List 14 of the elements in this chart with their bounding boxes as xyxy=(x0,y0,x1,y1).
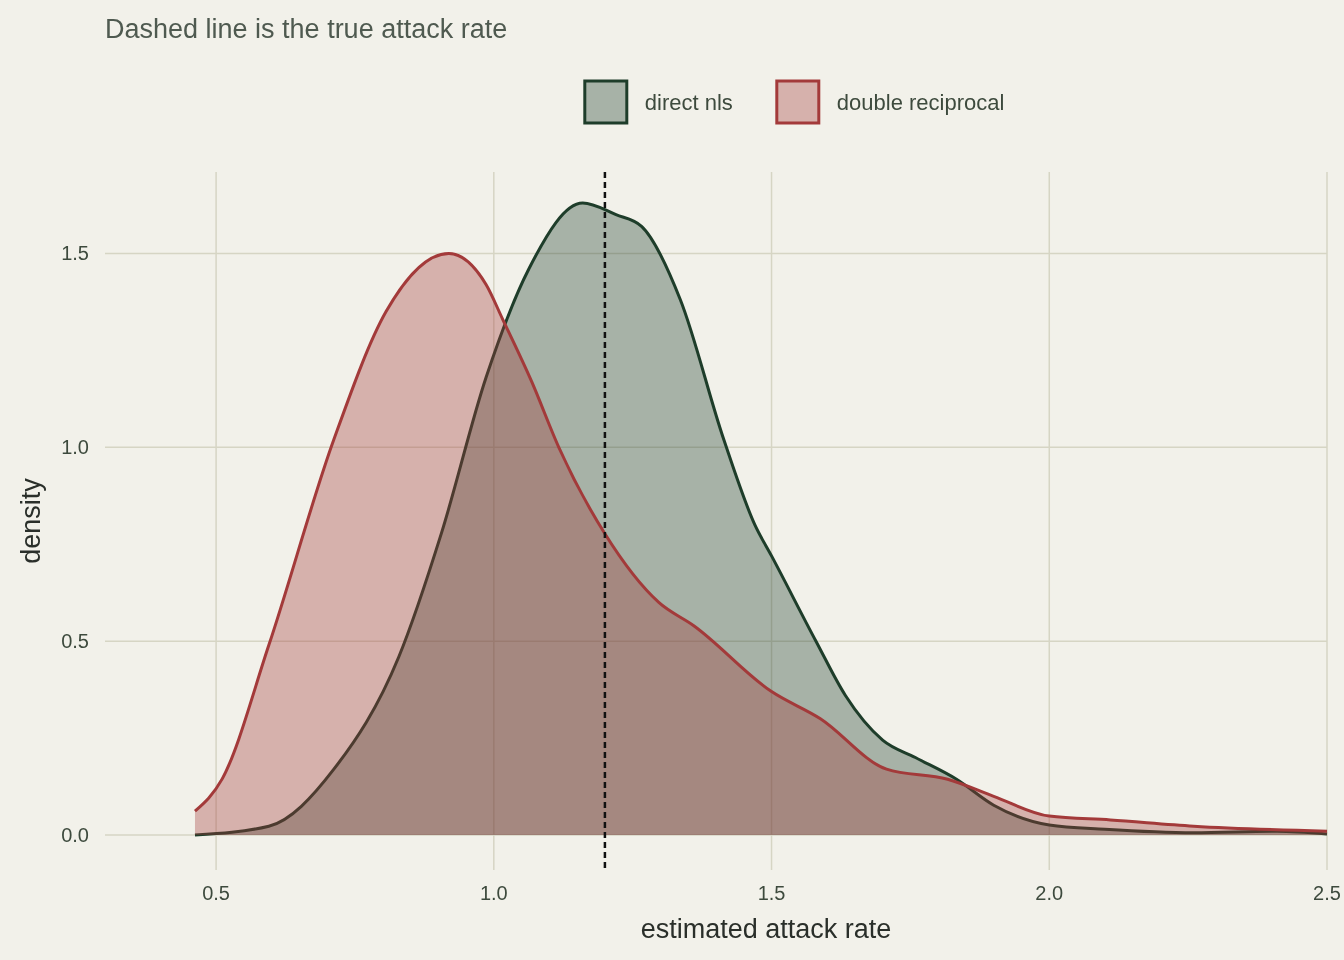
x-tick-label: 2.0 xyxy=(1035,882,1064,904)
x-axis-title: estimated attack rate xyxy=(640,914,892,944)
legend-label: double reciprocal xyxy=(836,90,1005,115)
y-tick-label: 0.5 xyxy=(61,630,89,653)
y-tick-label: 1.0 xyxy=(61,436,89,459)
chart-title: Dashed line is the true attack rate xyxy=(105,14,508,44)
x-tick-label: 1.5 xyxy=(757,882,786,904)
y-tick-label: 1.5 xyxy=(61,242,89,265)
x-tick-label: 0.5 xyxy=(202,882,230,904)
x-tick-label: 1.0 xyxy=(479,882,508,904)
y-tick-label: 0.0 xyxy=(61,824,89,847)
y-axis-title: density xyxy=(16,477,46,564)
legend-label: direct nls xyxy=(644,90,733,115)
x-tick-label: 2.5 xyxy=(1313,882,1341,904)
